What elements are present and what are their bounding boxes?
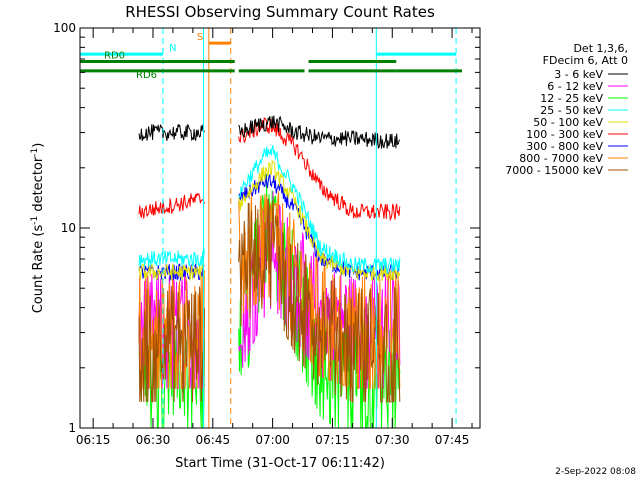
- x-tick-label-5: 07:30: [375, 433, 410, 447]
- legend-item-label-2: 12 - 25 keV: [540, 92, 603, 105]
- x-tick-label-6: 07:45: [435, 433, 470, 447]
- footer-timestamp: 2-Sep-2022 08:08: [555, 467, 636, 477]
- series-line-3: [138, 145, 401, 274]
- y-tick-label-2: 100: [53, 21, 76, 35]
- status-bar-label-s: S: [197, 32, 203, 43]
- y-axis-label-suffix: ): [31, 143, 46, 148]
- chart-title: RHESSI Observing Summary Count Rates: [125, 3, 435, 21]
- legend-item-label-7: 800 - 7000 keV: [519, 152, 603, 165]
- x-axis-label: Start Time (31-Oct-17 06:11:42): [175, 456, 385, 471]
- x-tick-label-2: 06:45: [196, 433, 231, 447]
- legend-item-label-1: 6 - 12 keV: [547, 80, 603, 93]
- x-tick-label-1: 06:30: [136, 433, 171, 447]
- series-line-0: [138, 115, 401, 150]
- legend-item-label-6: 300 - 800 keV: [526, 140, 603, 153]
- y-tick-label-1: 10: [61, 221, 76, 235]
- series-line-7: [138, 190, 401, 389]
- y-tick-label-0: 1: [68, 421, 76, 435]
- status-bar-label-rd0: RD0: [104, 50, 125, 61]
- status-bar-label-n: N: [169, 43, 176, 54]
- series-line-4: [138, 159, 401, 283]
- x-tick-label-0: 06:15: [76, 433, 111, 447]
- series-line-5: [138, 117, 401, 222]
- legend-header-1: FDecim 6, Att 0: [543, 54, 628, 67]
- status-bar-label-rd6: RD6: [136, 70, 157, 81]
- legend-item-label-4: 50 - 100 keV: [533, 116, 603, 129]
- y-axis-label-prefix: Count Rate (s: [31, 225, 46, 314]
- legend-item-label-8: 7000 - 15000 keV: [505, 164, 603, 177]
- series-line-8: [138, 198, 401, 403]
- x-tick-label-3: 07:00: [255, 433, 290, 447]
- y-axis-label: Count Rate (s-1 detector-1): [30, 143, 46, 314]
- y-axis-label-exp2: -1: [30, 148, 40, 157]
- legend-item-label-3: 25 - 50 keV: [540, 104, 603, 117]
- axes: 1 10 100 06:15 06:30 06:45 07:00 07:15 07:30 07:4…: [53, 21, 481, 447]
- x-tick-label-4: 07:15: [315, 433, 350, 447]
- legend-item-label-0: 3 - 6 keV: [554, 68, 603, 81]
- legend-header-0: Det 1,3,6,: [573, 42, 628, 55]
- legend-item-label-5: 100 - 300 keV: [526, 128, 603, 141]
- y-axis-label-exp1: -1: [30, 216, 40, 225]
- y-axis-label-mid: detector: [31, 156, 46, 216]
